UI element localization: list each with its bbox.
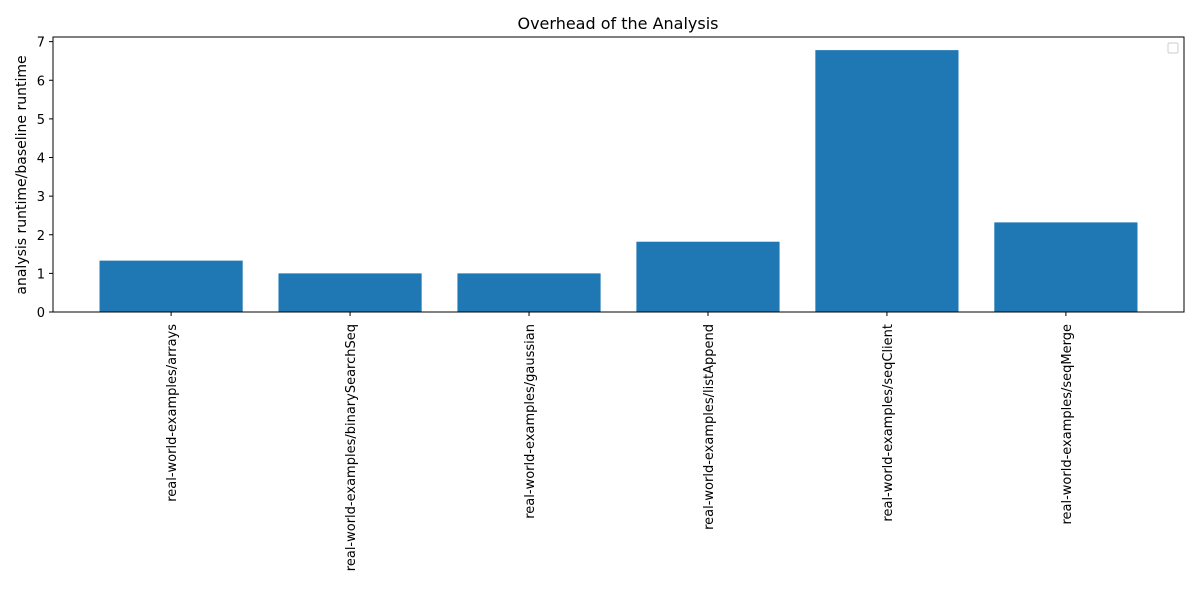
bar xyxy=(815,50,959,312)
y-tick-label: 4 xyxy=(37,152,45,167)
x-tick-label: real-world-examples/listAppend xyxy=(702,324,717,530)
plot-area-frame xyxy=(52,36,1185,313)
y-tick-label: 3 xyxy=(37,190,45,205)
bar xyxy=(994,222,1138,312)
x-tick-label: real-world-examples/binarySearchSeq xyxy=(344,324,359,571)
y-axis-ticks: 0 1 2 3 4 5 6 7 xyxy=(37,36,53,321)
x-tick-label: real-world-examples/gaussian xyxy=(523,324,538,519)
y-tick-label: 0 xyxy=(37,306,45,321)
chart-title: Overhead of the Analysis xyxy=(517,14,718,33)
y-axis-label: analysis runtime/baseline runtime xyxy=(14,55,30,294)
x-tick-label: real-world-examples/seqClient xyxy=(881,324,896,522)
y-tick-label: 7 xyxy=(37,36,45,51)
y-tick-label: 6 xyxy=(37,74,45,89)
bar xyxy=(278,273,422,312)
bars-layer xyxy=(99,50,1138,312)
bar xyxy=(636,241,780,312)
x-tick-label: real-world-examples/seqMerge xyxy=(1060,324,1075,525)
y-tick-label: 1 xyxy=(37,267,45,282)
bar xyxy=(99,260,243,312)
bar xyxy=(457,273,601,312)
y-tick-label: 2 xyxy=(37,229,45,244)
x-axis-ticks: real-world-examples/arrays real-world-exa… xyxy=(165,312,1075,571)
y-tick-label: 5 xyxy=(37,113,45,128)
x-tick-label: real-world-examples/arrays xyxy=(165,324,180,502)
legend-box xyxy=(1167,42,1179,54)
